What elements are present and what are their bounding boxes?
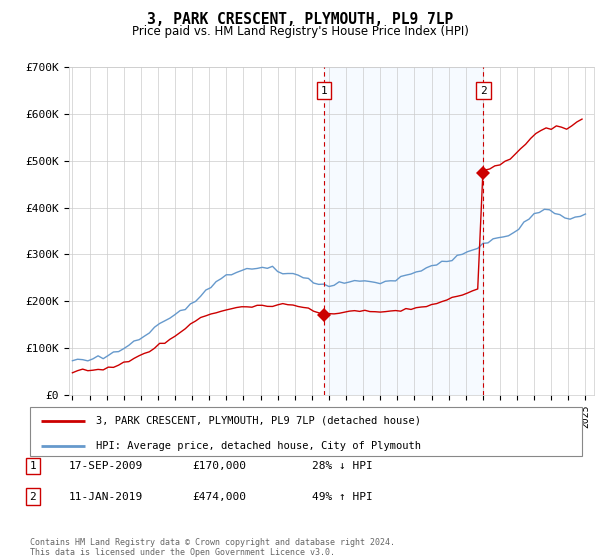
Text: 1: 1 <box>29 461 37 471</box>
Text: 2: 2 <box>480 86 487 96</box>
Text: 1: 1 <box>320 86 328 96</box>
Text: Price paid vs. HM Land Registry's House Price Index (HPI): Price paid vs. HM Land Registry's House … <box>131 25 469 38</box>
Text: Contains HM Land Registry data © Crown copyright and database right 2024.
This d: Contains HM Land Registry data © Crown c… <box>30 538 395 557</box>
FancyBboxPatch shape <box>30 407 582 456</box>
Text: 3, PARK CRESCENT, PLYMOUTH, PL9 7LP: 3, PARK CRESCENT, PLYMOUTH, PL9 7LP <box>147 12 453 27</box>
Bar <box>324 67 484 395</box>
Text: 28% ↓ HPI: 28% ↓ HPI <box>312 461 373 471</box>
Text: 17-SEP-2009: 17-SEP-2009 <box>69 461 143 471</box>
Text: 49% ↑ HPI: 49% ↑ HPI <box>312 492 373 502</box>
Text: 3, PARK CRESCENT, PLYMOUTH, PL9 7LP (detached house): 3, PARK CRESCENT, PLYMOUTH, PL9 7LP (det… <box>96 416 421 426</box>
Text: £474,000: £474,000 <box>192 492 246 502</box>
Text: 11-JAN-2019: 11-JAN-2019 <box>69 492 143 502</box>
Text: 2: 2 <box>29 492 37 502</box>
Text: £170,000: £170,000 <box>192 461 246 471</box>
Text: HPI: Average price, detached house, City of Plymouth: HPI: Average price, detached house, City… <box>96 441 421 451</box>
